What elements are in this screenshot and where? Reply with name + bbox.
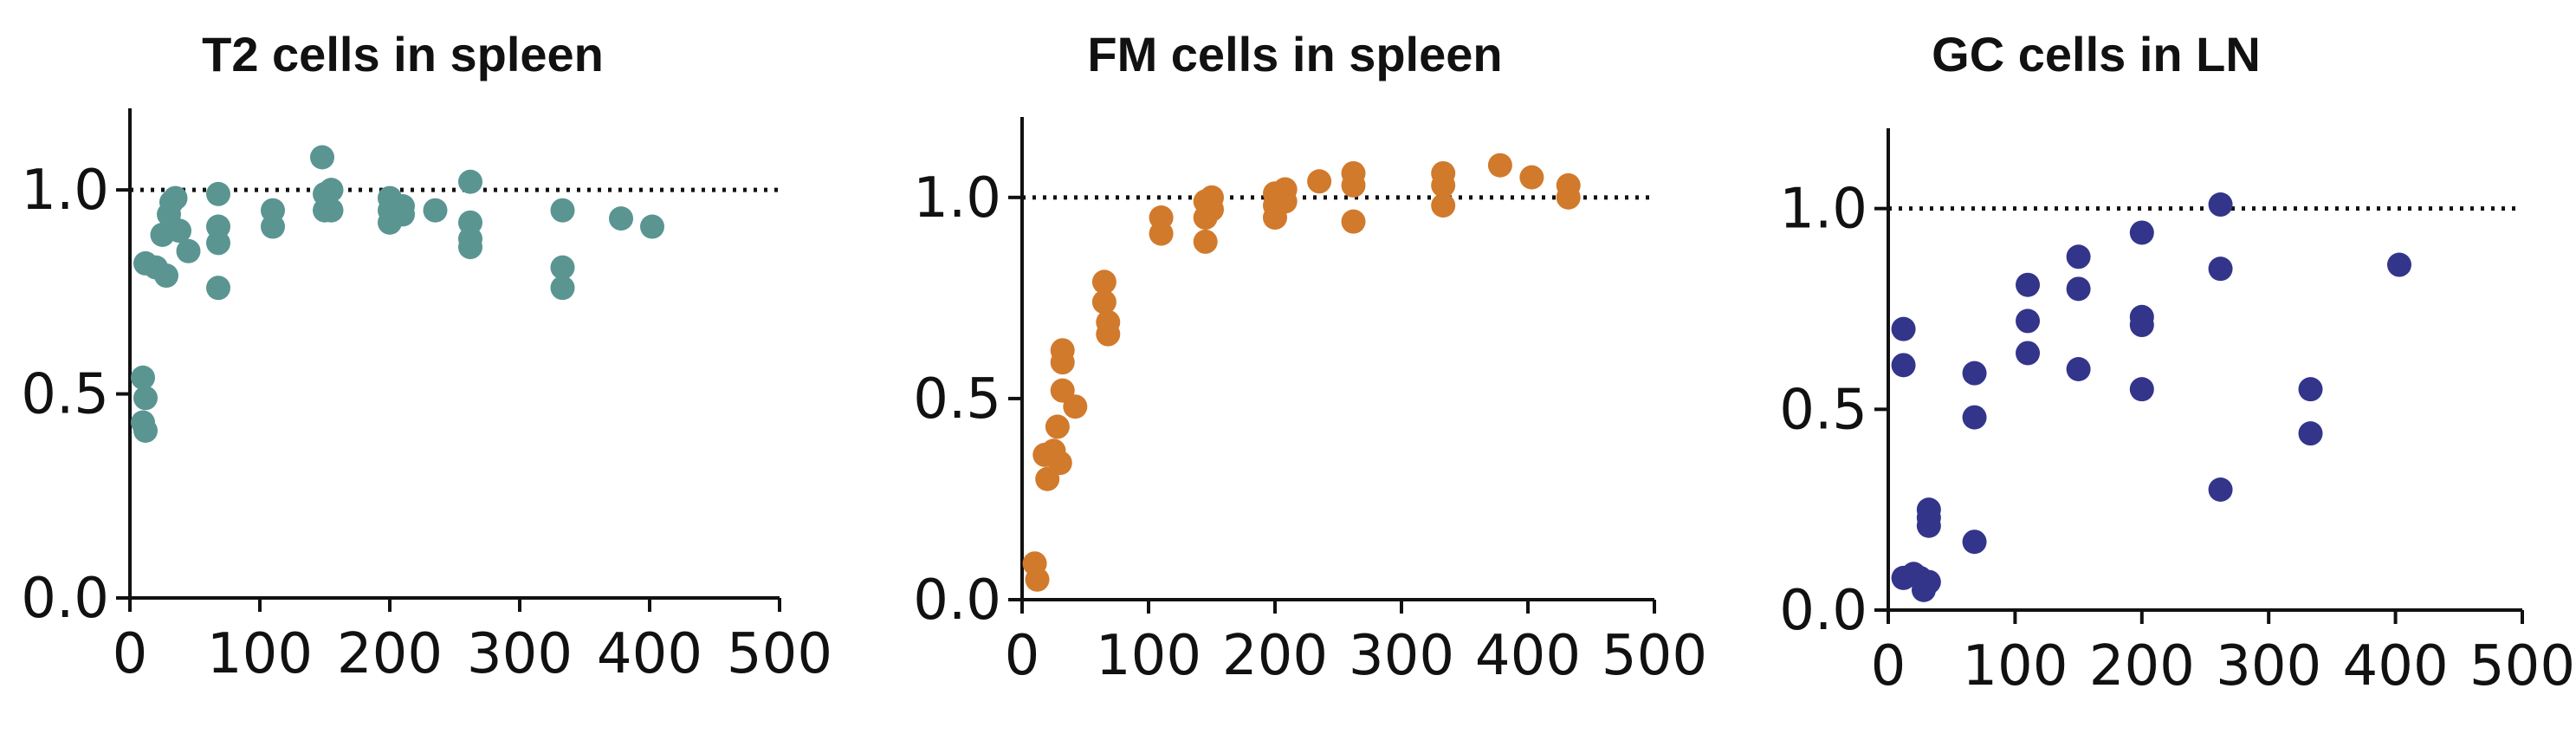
data-point <box>133 386 158 411</box>
data-point <box>1200 197 1224 222</box>
data-point <box>2208 477 2233 502</box>
data-point <box>1047 451 1072 476</box>
data-point <box>206 231 230 256</box>
data-point <box>1341 209 1366 234</box>
data-point <box>1891 316 1916 341</box>
x-tick-label: 300 <box>1349 624 1454 688</box>
data-point <box>167 218 191 244</box>
x-tick-label: 500 <box>727 622 832 686</box>
x-tick-label: 100 <box>207 622 313 686</box>
data-point <box>163 185 188 211</box>
data-point <box>2129 377 2154 402</box>
data-point <box>2208 192 2233 218</box>
chart-title: GC cells in LN <box>1932 27 2261 81</box>
data-point <box>1063 394 1088 419</box>
data-point <box>2129 220 2154 245</box>
data-point <box>458 169 482 194</box>
y-tick-label: 0.5 <box>1779 378 1867 442</box>
data-point <box>319 178 344 203</box>
data-point <box>133 418 158 443</box>
data-point <box>319 198 344 223</box>
data-point <box>1025 567 1050 592</box>
x-tick-label: 400 <box>1475 624 1581 688</box>
data-point <box>1519 165 1544 190</box>
data-point <box>1341 172 1366 198</box>
y-tick-label: 0.5 <box>21 363 109 427</box>
data-point <box>176 238 201 263</box>
data-point <box>1272 189 1298 214</box>
data-point <box>2066 276 2091 302</box>
data-point <box>1050 338 1075 363</box>
chart-panel-gc: GC cells in LN 0 100 200 300 400 500 0.0 0.5 1.0 <box>1779 27 2575 698</box>
data-point <box>2298 377 2323 402</box>
data-point <box>1193 229 1218 254</box>
y-tick-label: 1.0 <box>1779 178 1867 242</box>
chart-title: FM cells in spleen <box>1087 27 1502 81</box>
data-point <box>1487 153 1512 178</box>
data-point <box>1096 322 1121 347</box>
data-point <box>2386 252 2411 277</box>
data-point <box>2016 309 2041 334</box>
x-tick-label: 300 <box>2216 634 2321 698</box>
data-point <box>1916 513 1941 538</box>
data-point <box>1045 414 1070 439</box>
x-tick-label: 400 <box>2343 634 2449 698</box>
data-point <box>310 145 334 170</box>
x-tick-label: 100 <box>1096 624 1201 688</box>
x-tick-label: 0 <box>113 622 148 686</box>
chart-panel-t2: T2 cells in spleen 0 100 200 300 400 500 0.0 0.… <box>21 27 832 686</box>
x-tick-label: 0 <box>1871 634 1906 698</box>
data-point <box>2129 313 2154 338</box>
data-point <box>1962 405 1987 430</box>
y-tick-label: 0.5 <box>913 367 1001 432</box>
data-point <box>1916 569 1941 594</box>
data-point <box>1149 221 1174 246</box>
y-tick-label: 0.0 <box>1779 579 1867 643</box>
data-point <box>423 198 448 223</box>
data-point <box>550 276 575 301</box>
chart-panel-fm: FM cells in spleen 0 100 200 300 400 500 0.0 0.… <box>913 27 1707 688</box>
x-tick-label: 200 <box>1222 624 1328 688</box>
data-point <box>609 206 633 231</box>
data-point <box>640 214 664 239</box>
y-tick-label: 0.0 <box>21 567 109 631</box>
data-point <box>1091 270 1116 295</box>
y-tick-label: 1.0 <box>21 159 109 223</box>
x-tick-label: 0 <box>1005 624 1040 688</box>
data-point <box>2208 257 2233 282</box>
data-point <box>458 235 482 260</box>
data-point <box>154 263 178 289</box>
data-point <box>2016 272 2041 297</box>
data-point <box>550 198 575 223</box>
y-tick-label: 1.0 <box>913 166 1001 231</box>
x-tick-label: 200 <box>337 622 443 686</box>
data-point <box>1307 169 1332 194</box>
data-point <box>1431 193 1456 218</box>
x-tick-label: 200 <box>2089 634 2195 698</box>
data-point <box>2066 244 2091 270</box>
data-point <box>2016 341 2041 366</box>
data-point <box>1556 185 1581 210</box>
y-tick-label: 0.0 <box>913 568 1001 633</box>
x-tick-label: 100 <box>1962 634 2068 698</box>
chart-title: T2 cells in spleen <box>202 27 604 81</box>
data-point <box>2066 357 2091 381</box>
data-point <box>1962 529 1987 555</box>
data-point <box>261 214 285 239</box>
x-tick-label: 400 <box>597 622 702 686</box>
x-tick-label: 500 <box>2469 634 2575 698</box>
data-point <box>206 181 230 206</box>
data-point <box>1891 353 1916 378</box>
data-point <box>1962 361 1987 386</box>
data-point <box>550 255 575 280</box>
x-tick-label: 300 <box>467 622 573 686</box>
data-point <box>2298 421 2323 446</box>
data-point <box>1431 172 1456 198</box>
x-tick-label: 500 <box>1602 624 1707 688</box>
data-point <box>131 365 155 390</box>
data-point <box>391 202 415 227</box>
data-point <box>206 276 230 301</box>
data-point <box>1091 289 1116 315</box>
